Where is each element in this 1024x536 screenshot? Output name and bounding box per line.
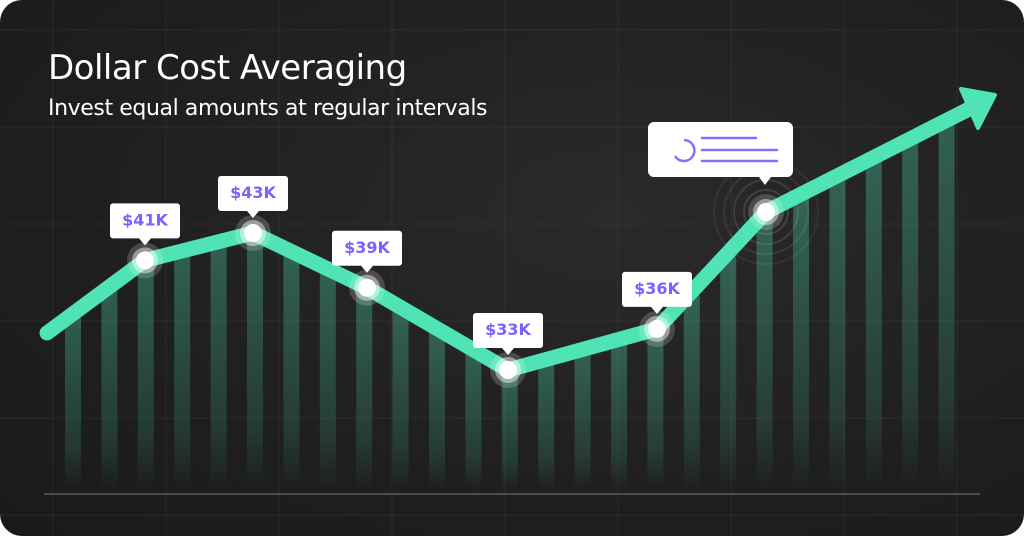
- background-bar: [902, 142, 919, 491]
- tooltip-bubble: [648, 122, 793, 185]
- background-bar: [356, 290, 373, 490]
- data-label-bubble: [110, 203, 180, 246]
- data-label: $39K: [344, 238, 390, 257]
- background-bar: [501, 373, 518, 490]
- background-bar: [683, 295, 700, 490]
- background-bar: [865, 160, 882, 490]
- data-point: [757, 203, 775, 221]
- data-label-bubble: [218, 176, 288, 218]
- background-bar: [720, 256, 737, 490]
- background-bar: [392, 311, 409, 490]
- background-bar: [174, 254, 191, 490]
- data-label: $36K: [634, 279, 680, 298]
- data-point: [499, 361, 517, 379]
- background-bar: [538, 363, 555, 490]
- data-label: $33K: [485, 320, 531, 339]
- circle-loader-icon: [673, 138, 696, 163]
- background-bar: [429, 332, 445, 490]
- data-point: [358, 278, 376, 297]
- background-bar: [611, 343, 627, 490]
- data-label: $43K: [230, 183, 276, 202]
- background-bar: [247, 237, 263, 490]
- arrow-head-icon: [959, 87, 997, 130]
- chart-subtitle: Invest equal amounts at regular interval…: [48, 96, 488, 121]
- background-bar: [101, 290, 118, 490]
- background-bar: [829, 179, 846, 491]
- data-label: $41K: [122, 210, 168, 229]
- data-label-bubble: [622, 271, 692, 314]
- ripple-ring: [743, 189, 789, 235]
- background-bar: [137, 264, 154, 490]
- background-bar: [756, 217, 773, 490]
- data-point: [244, 224, 262, 242]
- background-bar: [647, 333, 664, 490]
- background-bar: [65, 317, 81, 490]
- background-bar: [938, 123, 955, 490]
- background-bar: [465, 353, 482, 490]
- background-bar: [574, 353, 591, 490]
- data-label-bubble: [332, 230, 402, 273]
- background-bar: [793, 198, 809, 490]
- data-point: [648, 319, 666, 338]
- background-bars: [65, 123, 955, 491]
- background-bar: [210, 245, 227, 490]
- trend-line: [39, 87, 997, 378]
- background-bar: [283, 255, 300, 490]
- chart-title: Dollar Cost Averaging: [48, 48, 407, 88]
- data-points: [127, 194, 784, 388]
- data-point: [136, 251, 154, 270]
- text-lines-icon: [700, 136, 779, 163]
- data-label-bubble: [473, 313, 543, 355]
- trend-line-path: [39, 99, 981, 378]
- tooltip-card: [648, 122, 793, 185]
- background-bar: [319, 272, 336, 490]
- data-labels: $41K $43K $39K $33K $36K: [110, 176, 692, 355]
